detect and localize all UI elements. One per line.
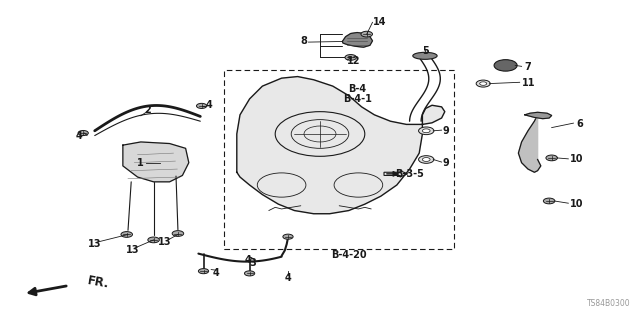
Text: 14: 14 <box>373 17 387 27</box>
Text: 4: 4 <box>75 130 82 141</box>
Text: 1: 1 <box>137 158 144 168</box>
Circle shape <box>244 271 255 276</box>
Circle shape <box>121 232 132 237</box>
Text: B-4: B-4 <box>348 84 366 94</box>
Text: 3: 3 <box>250 258 256 268</box>
Polygon shape <box>525 112 552 119</box>
Ellipse shape <box>413 52 437 59</box>
Text: B-4-1: B-4-1 <box>342 94 372 104</box>
Text: 4: 4 <box>213 268 220 278</box>
Text: B-4-20: B-4-20 <box>331 250 367 260</box>
Text: 9: 9 <box>443 158 450 168</box>
Text: 7: 7 <box>525 62 532 72</box>
Circle shape <box>543 198 555 204</box>
Text: 12: 12 <box>347 56 360 66</box>
Text: 11: 11 <box>522 78 535 88</box>
Circle shape <box>546 155 557 161</box>
Text: FR.: FR. <box>87 275 111 291</box>
Polygon shape <box>342 33 372 47</box>
Circle shape <box>148 237 159 243</box>
Circle shape <box>345 55 356 60</box>
Bar <box>224 70 454 249</box>
Circle shape <box>196 103 207 108</box>
Text: 10: 10 <box>570 154 583 165</box>
Text: 4: 4 <box>285 272 291 283</box>
Text: 2: 2 <box>144 105 150 115</box>
Text: 4: 4 <box>206 100 213 110</box>
Circle shape <box>476 80 490 87</box>
Circle shape <box>172 231 184 236</box>
Text: 6: 6 <box>576 119 583 130</box>
Circle shape <box>419 127 434 135</box>
Polygon shape <box>123 142 189 182</box>
Text: 4: 4 <box>244 255 251 265</box>
Circle shape <box>419 156 434 163</box>
Circle shape <box>480 82 486 85</box>
Text: B-3-5: B-3-5 <box>396 169 424 179</box>
Circle shape <box>198 269 209 274</box>
Polygon shape <box>518 115 541 172</box>
Circle shape <box>78 130 88 136</box>
Text: 13: 13 <box>88 239 102 249</box>
Text: 9: 9 <box>443 126 450 136</box>
Circle shape <box>283 234 293 239</box>
Text: 13: 13 <box>126 245 140 256</box>
Circle shape <box>494 60 517 71</box>
Text: 13: 13 <box>158 237 172 248</box>
Circle shape <box>361 31 372 37</box>
Text: 10: 10 <box>570 199 583 209</box>
Text: 5: 5 <box>422 46 429 56</box>
Circle shape <box>422 158 430 161</box>
Text: 8: 8 <box>300 36 307 47</box>
Polygon shape <box>237 77 445 214</box>
Text: TS84B0300: TS84B0300 <box>587 299 630 308</box>
Circle shape <box>422 129 430 133</box>
